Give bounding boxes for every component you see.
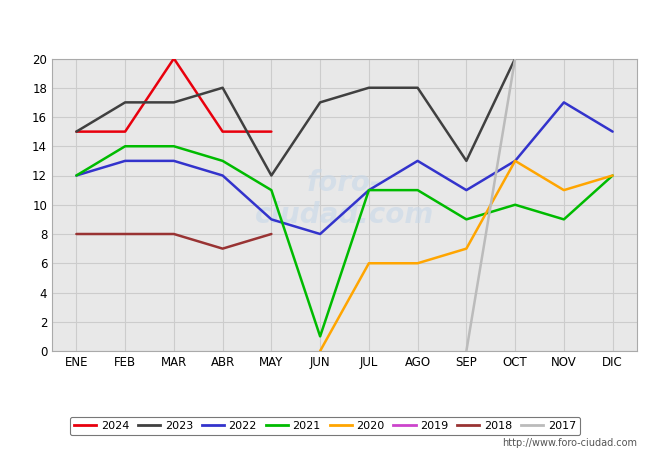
Text: foro-
ciudad.com: foro- ciudad.com	[255, 169, 434, 229]
Text: Afiliados en Villanueva de Viver a 31/5/2024: Afiliados en Villanueva de Viver a 31/5/…	[142, 16, 508, 34]
Text: http://www.foro-ciudad.com: http://www.foro-ciudad.com	[502, 438, 637, 448]
Legend: 2024, 2023, 2022, 2021, 2020, 2019, 2018, 2017: 2024, 2023, 2022, 2021, 2020, 2019, 2018…	[70, 417, 580, 436]
